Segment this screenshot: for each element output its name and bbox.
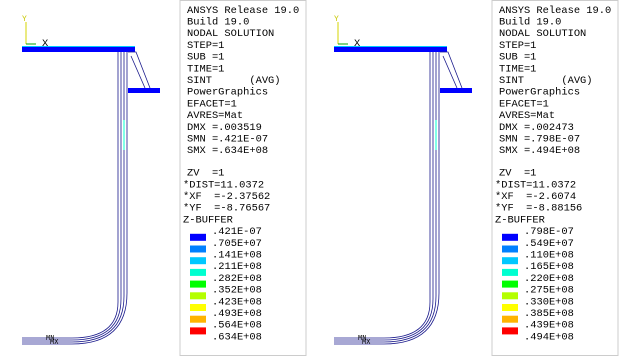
legend-swatch [190, 304, 206, 311]
legend-label: .439E+08 [524, 320, 574, 332]
legend-label: .282E+08 [212, 273, 262, 285]
legend-label: .798E-07 [524, 226, 574, 238]
info-line: SMN =.421E-07 [187, 133, 268, 145]
info-line: AVRES=Mat [187, 110, 243, 122]
legend-swatch [502, 269, 518, 276]
legend-swatch [190, 327, 206, 334]
info-line: SUB =1 [187, 52, 224, 64]
legend-label: .330E+08 [524, 296, 574, 308]
view-line: ZV =1 [499, 168, 536, 180]
top-plate [22, 47, 135, 52]
legend-label: .352E+08 [212, 285, 262, 297]
info-line: DMX =.003519 [187, 122, 262, 134]
legend-swatch [502, 257, 518, 264]
view-line: Z-BUFFER [183, 214, 233, 226]
info-line: Build 19.0 [499, 16, 561, 28]
view-line: *YF =-8.88156 [495, 203, 582, 215]
legend-label: .493E+08 [212, 308, 262, 320]
legend-swatch [190, 316, 206, 323]
view-line: *DIST=11.0372 [183, 179, 264, 191]
triad-label: Y [334, 15, 339, 24]
info-line: ANSYS Release 19.0 [499, 5, 611, 17]
view-line: *DIST=11.0372 [495, 179, 576, 191]
legend-swatch [190, 246, 206, 253]
flange [440, 88, 472, 93]
view-line: ZV =1 [187, 168, 224, 180]
legend-swatch [502, 327, 518, 334]
legend-swatch [190, 281, 206, 288]
legend-label: .705E+07 [212, 238, 262, 250]
info-line: Build 19.0 [187, 16, 249, 28]
legend-label: .165E+08 [524, 261, 574, 273]
legend-label: .421E-07 [212, 226, 262, 238]
legend-label: .564E+08 [212, 320, 262, 332]
marker-label: MX [50, 339, 59, 347]
info-line: TIME=1 [187, 63, 224, 75]
info-line: SMX =.494E+08 [499, 145, 580, 157]
legend-label: .494E+08 [524, 331, 574, 343]
legend-label: .385E+08 [524, 308, 574, 320]
info-line: TIME=1 [499, 63, 536, 75]
legend-label: .423E+08 [212, 296, 262, 308]
screenshot: YXMNMXANSYS Release 19.0Build 19.0NODAL … [0, 0, 619, 362]
view-line: Z-BUFFER [495, 214, 545, 226]
legend-label: .549E+07 [524, 238, 574, 250]
info-line: STEP=1 [499, 40, 536, 52]
legend-swatch [502, 281, 518, 288]
legend-label: .634E+08 [212, 331, 262, 343]
info-line: EFACET=1 [187, 98, 237, 110]
info-line: SMX =.634E+08 [187, 145, 268, 157]
legend-swatch [502, 304, 518, 311]
legend-label: .141E+08 [212, 249, 262, 261]
legend-label: .275E+08 [524, 285, 574, 297]
legend-swatch [502, 316, 518, 323]
legend-swatch [502, 292, 518, 299]
legend-swatch [190, 234, 206, 241]
legend-label: .110E+08 [524, 249, 574, 261]
info-line: PowerGraphics [499, 87, 580, 99]
triad-label: Y [22, 15, 27, 24]
info-line: ANSYS Release 19.0 [187, 5, 299, 17]
info-line: SINT (AVG) [499, 75, 593, 87]
info-line: AVRES=Mat [499, 110, 555, 122]
info-line: SUB =1 [499, 52, 536, 64]
legend-swatch [502, 246, 518, 253]
legend-swatch [190, 292, 206, 299]
info-line: SINT (AVG) [187, 75, 281, 87]
flange [128, 88, 160, 93]
legend-swatch [502, 234, 518, 241]
info-line: SMN =.798E-07 [499, 133, 580, 145]
legend-swatch [190, 269, 206, 276]
info-line: EFACET=1 [499, 98, 549, 110]
view-line: *YF =-8.76567 [183, 203, 270, 215]
view-line: *XF =-2.37562 [183, 191, 270, 203]
top-plate [334, 47, 447, 52]
info-line: NODAL SOLUTION [499, 28, 586, 40]
info-line: NODAL SOLUTION [187, 28, 274, 40]
marker-label: MX [362, 339, 371, 347]
info-line: STEP=1 [187, 40, 224, 52]
view-line: *XF =-2.6074 [495, 191, 576, 203]
legend-label: .220E+08 [524, 273, 574, 285]
legend-label: .211E+08 [212, 261, 262, 273]
info-line: PowerGraphics [187, 87, 268, 99]
info-line: DMX =.002473 [499, 122, 574, 134]
legend-swatch [190, 257, 206, 264]
